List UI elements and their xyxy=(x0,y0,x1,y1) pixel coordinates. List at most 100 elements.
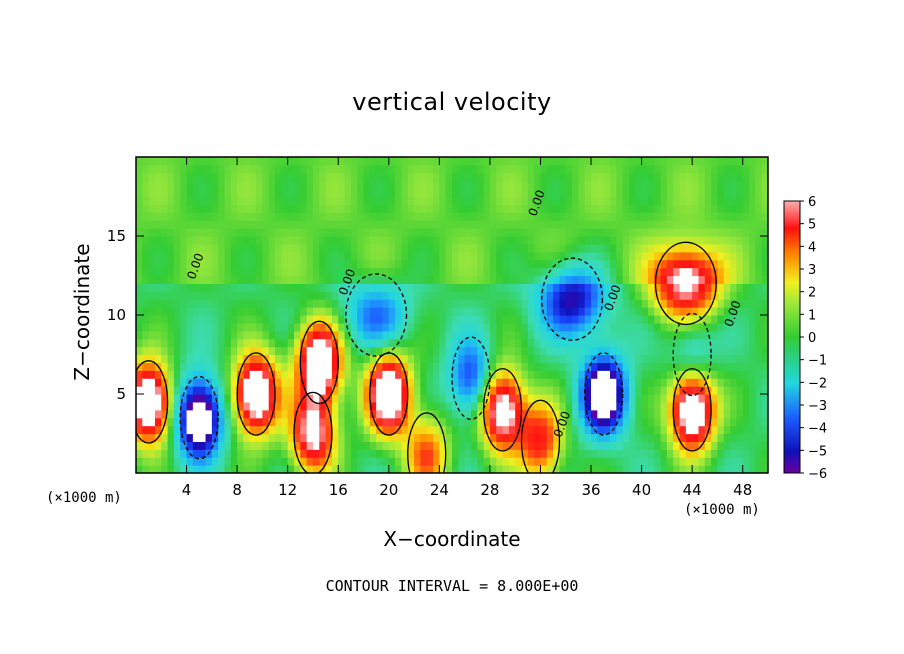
heat-cell xyxy=(331,204,339,213)
heat-cell xyxy=(641,212,649,221)
heat-cell xyxy=(616,220,624,229)
heat-cell xyxy=(395,330,403,340)
heat-cell xyxy=(180,315,188,324)
heat-cell xyxy=(319,212,327,221)
heat-cell xyxy=(218,346,226,356)
heat-cell xyxy=(711,354,719,363)
heat-cell xyxy=(325,275,333,284)
heat-cell xyxy=(256,196,263,205)
heat-cell xyxy=(344,362,352,371)
heat-cell xyxy=(464,417,472,427)
heat-cell xyxy=(148,196,156,205)
heat-cell xyxy=(736,425,744,435)
heat-cell xyxy=(534,228,542,237)
heat-cell xyxy=(294,307,301,316)
heat-cell xyxy=(312,409,320,419)
heat-cell xyxy=(445,386,453,395)
heat-cell xyxy=(275,204,282,213)
heat-cell xyxy=(433,433,440,442)
heat-cell xyxy=(401,457,409,466)
heat-cell xyxy=(483,330,491,340)
heat-cell xyxy=(761,338,768,348)
heat-cell xyxy=(167,283,175,292)
heat-cell xyxy=(142,243,150,253)
heat-cell xyxy=(546,251,554,261)
heat-cell xyxy=(142,338,150,348)
heat-cell xyxy=(540,394,548,403)
heat-cell xyxy=(224,370,232,379)
heat-cell xyxy=(704,449,712,458)
heat-cell xyxy=(527,338,535,348)
heat-cell xyxy=(647,251,655,261)
heat-cell xyxy=(521,401,529,411)
heat-cell xyxy=(553,425,561,435)
heat-cell xyxy=(489,307,497,316)
heat-cell xyxy=(445,259,453,269)
heat-cell xyxy=(704,346,712,356)
heat-cell xyxy=(230,409,238,419)
heat-cell xyxy=(369,275,377,284)
heat-cell xyxy=(148,449,156,458)
heat-cell xyxy=(723,180,731,190)
heat-cell xyxy=(660,370,668,379)
heat-cell xyxy=(382,236,390,245)
heat-cell xyxy=(470,228,478,237)
heat-cell xyxy=(224,283,232,292)
heat-cell xyxy=(470,315,478,324)
heat-cell xyxy=(154,401,162,411)
heat-cell xyxy=(717,378,725,387)
heat-cell xyxy=(616,251,624,261)
heat-cell xyxy=(249,275,257,284)
heat-cell xyxy=(306,196,314,205)
heat-cell xyxy=(249,212,257,221)
heat-cell xyxy=(527,228,535,237)
heat-cell xyxy=(496,164,504,174)
heat-cell xyxy=(230,370,238,379)
heat-cell xyxy=(205,394,213,403)
heat-cell xyxy=(357,291,365,300)
heat-cell xyxy=(180,386,188,395)
heat-cell xyxy=(685,346,693,356)
colorbar-tick-label: 0 xyxy=(808,331,816,346)
heat-cell xyxy=(628,465,636,473)
heat-cell xyxy=(761,212,768,221)
heat-cell xyxy=(704,196,712,205)
heat-cell xyxy=(161,401,169,411)
heat-cell xyxy=(426,338,434,348)
heat-cell xyxy=(420,220,428,229)
heat-cell xyxy=(603,188,611,198)
heat-cell xyxy=(319,370,327,379)
heat-cell xyxy=(666,204,674,213)
heat-cell xyxy=(673,330,681,340)
heat-cell xyxy=(287,196,295,205)
heat-cell xyxy=(439,228,447,237)
heat-cell xyxy=(597,370,605,379)
heat-cell xyxy=(761,433,768,442)
heat-cell xyxy=(692,275,700,284)
heat-cell xyxy=(243,196,251,205)
heat-cell xyxy=(369,291,377,300)
heat-cell xyxy=(483,172,491,182)
heat-cell xyxy=(426,259,434,269)
heat-cell xyxy=(136,172,143,182)
heat-cell xyxy=(565,401,573,411)
heat-cell xyxy=(420,417,428,427)
heat-cell xyxy=(515,354,523,363)
heat-cell xyxy=(331,251,339,261)
heat-cell xyxy=(148,322,156,332)
heat-cell xyxy=(692,283,700,292)
heat-cell xyxy=(161,362,169,371)
heat-cell xyxy=(559,164,567,174)
heat-cell xyxy=(376,307,384,316)
heat-cell xyxy=(527,204,535,213)
heat-cell xyxy=(610,370,617,379)
heat-cell xyxy=(338,441,346,450)
heat-cell xyxy=(698,354,706,363)
heat-cell xyxy=(641,346,649,356)
heat-cell xyxy=(161,204,169,213)
heat-cell xyxy=(218,433,226,442)
heat-cell xyxy=(414,267,421,277)
heat-cell xyxy=(464,354,472,363)
heat-cell xyxy=(407,220,415,229)
heat-cell xyxy=(591,243,598,253)
